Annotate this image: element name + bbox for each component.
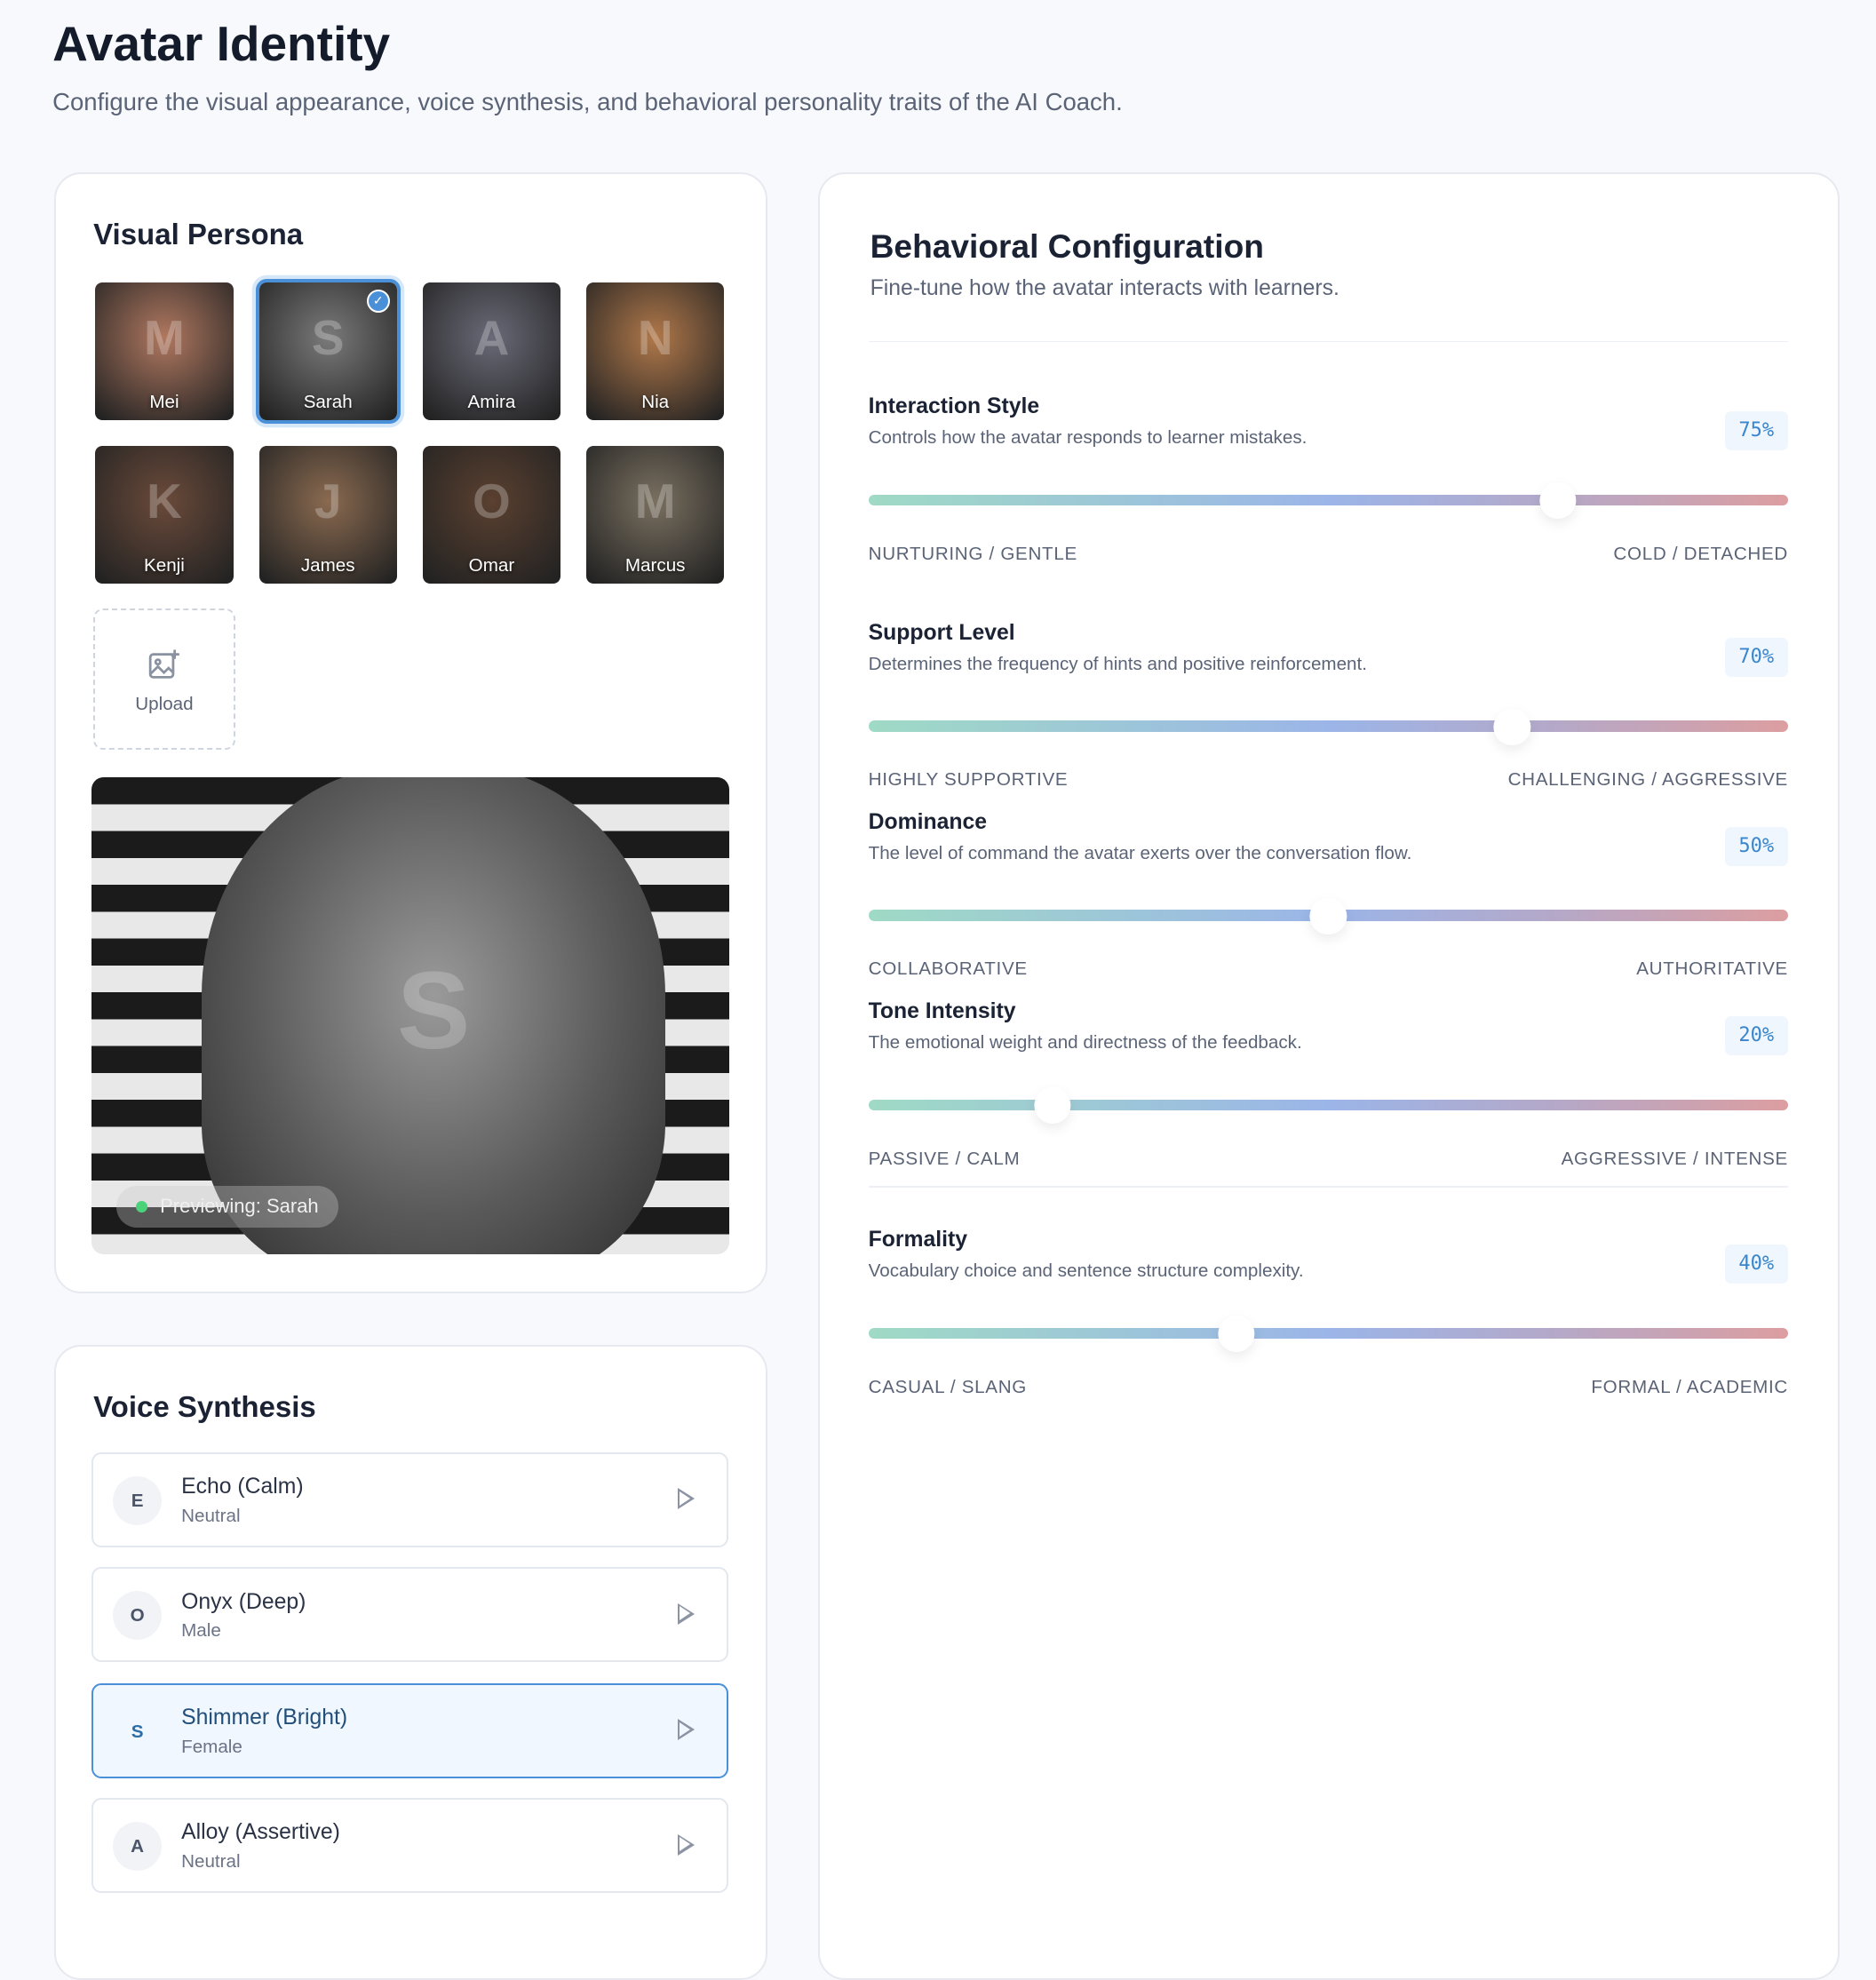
trait-name: Support Level xyxy=(868,620,1015,645)
trait-value-badge: 70% xyxy=(1724,637,1788,677)
voice-type: Female xyxy=(181,1736,242,1757)
preview-image: S xyxy=(201,776,666,1255)
page: Avatar Identity Configure the visual app… xyxy=(52,15,1840,1980)
voice-name: Onyx (Deep) xyxy=(181,1589,306,1614)
avatar-photo: K xyxy=(95,445,234,584)
avatar-photo: J xyxy=(258,445,397,584)
voice-initial-avatar: A xyxy=(113,1821,163,1871)
avatar-name: James xyxy=(300,555,355,576)
trait-value-badge: 40% xyxy=(1724,1244,1788,1284)
trait-slider[interactable] xyxy=(868,1315,1788,1353)
slider-min-label: NURTURING / GENTLE xyxy=(868,543,1077,564)
divider xyxy=(868,1186,1788,1188)
voice-option[interactable]: S Shimmer (Bright) Female xyxy=(91,1682,728,1778)
upload-label: Upload xyxy=(135,693,194,714)
avatar-name: Amira xyxy=(467,391,516,412)
voice-initial-avatar: O xyxy=(113,1590,163,1640)
visual-persona-title: Visual Persona xyxy=(93,218,304,251)
avatar-name: Marcus xyxy=(624,555,686,576)
trait-description: The emotional weight and directness of t… xyxy=(868,1031,1302,1053)
avatar-option-marcus[interactable]: M Marcus xyxy=(586,445,725,584)
slider-min-label: CASUAL / SLANG xyxy=(868,1376,1027,1397)
trait-value-badge: 75% xyxy=(1724,411,1788,451)
slider-max-label: CHALLENGING / AGGRESSIVE xyxy=(1507,769,1788,791)
play-icon[interactable] xyxy=(677,1719,695,1741)
trait-name: Tone Intensity xyxy=(868,998,1016,1023)
slider-max-label: AGGRESSIVE / INTENSE xyxy=(1561,1148,1788,1169)
voice-option[interactable]: O Onyx (Deep) Male xyxy=(91,1567,728,1663)
trait-name: Interaction Style xyxy=(868,394,1040,419)
preview-status-label: Previewing: Sarah xyxy=(160,1195,319,1218)
slider-max-label: COLD / DETACHED xyxy=(1613,543,1788,564)
avatar-preview: S Previewing: Sarah xyxy=(91,776,729,1255)
trait-slider[interactable] xyxy=(868,897,1788,934)
trait-description: The level of command the avatar exerts o… xyxy=(868,842,1412,863)
avatar-photo: O xyxy=(422,445,561,584)
voice-type: Male xyxy=(181,1619,221,1641)
slider-thumb[interactable] xyxy=(1034,1086,1071,1124)
avatar-option-sarah[interactable]: S Sarah ✓ xyxy=(255,278,401,424)
slider-min-label: HIGHLY SUPPORTIVE xyxy=(868,769,1069,791)
live-dot-icon xyxy=(135,1200,148,1213)
voice-synthesis-title: Voice Synthesis xyxy=(93,1390,316,1424)
preview-status-badge: Previewing: Sarah xyxy=(115,1186,338,1228)
avatar-name: Mei xyxy=(149,391,179,412)
slider-thumb[interactable] xyxy=(1218,1315,1255,1353)
voice-type: Neutral xyxy=(181,1505,241,1526)
voice-name: Echo (Calm) xyxy=(181,1475,304,1499)
trait-value-badge: 20% xyxy=(1724,1016,1788,1055)
upload-avatar-button[interactable]: Upload xyxy=(92,608,236,751)
voice-name: Alloy (Assertive) xyxy=(181,1820,340,1845)
play-icon[interactable] xyxy=(677,1488,695,1510)
voice-option[interactable]: A Alloy (Assertive) Neutral xyxy=(91,1798,728,1894)
page-title: Avatar Identity xyxy=(52,15,391,71)
slider-min-label: COLLABORATIVE xyxy=(868,958,1028,980)
play-icon[interactable] xyxy=(677,1602,695,1625)
avatar-name: Nia xyxy=(641,391,670,412)
avatar-photo: M xyxy=(95,282,234,420)
slider-thumb[interactable] xyxy=(1539,482,1577,520)
image-plus-icon xyxy=(149,649,180,679)
voice-option[interactable]: E Echo (Calm) Neutral xyxy=(91,1451,728,1548)
divider xyxy=(868,340,1788,342)
slider-max-label: FORMAL / ACADEMIC xyxy=(1591,1376,1788,1397)
trait-slider[interactable] xyxy=(868,708,1788,745)
slider-max-label: AUTHORITATIVE xyxy=(1636,958,1788,980)
trait-description: Determines the frequency of hints and po… xyxy=(868,653,1367,674)
trait-description: Vocabulary choice and sentence structure… xyxy=(868,1260,1304,1281)
trait-slider[interactable] xyxy=(868,1086,1788,1124)
page-subtitle: Configure the visual appearance, voice s… xyxy=(52,88,1123,115)
avatar-option-amira[interactable]: A Amira xyxy=(422,282,561,420)
avatar-option-nia[interactable]: N Nia xyxy=(586,282,725,420)
avatar-photo: N xyxy=(586,282,725,420)
avatar-photo: M xyxy=(586,445,725,584)
avatar-option-mei[interactable]: M Mei xyxy=(95,282,234,420)
voice-name: Shimmer (Bright) xyxy=(181,1706,348,1730)
behavioral-config-title: Behavioral Configuration xyxy=(870,227,1264,266)
avatar-name: Sarah xyxy=(303,391,353,412)
slider-thumb[interactable] xyxy=(1309,897,1347,934)
play-icon[interactable] xyxy=(677,1833,695,1856)
avatar-option-kenji[interactable]: K Kenji xyxy=(95,445,234,584)
trait-slider[interactable] xyxy=(868,482,1788,520)
avatar-name: Kenji xyxy=(144,555,185,576)
avatar-option-james[interactable]: J James xyxy=(258,445,397,584)
behavioral-config-subtitle: Fine-tune how the avatar interacts with … xyxy=(870,276,1339,301)
voice-initial-avatar: E xyxy=(113,1475,163,1525)
trait-name: Formality xyxy=(868,1227,968,1252)
voice-type: Neutral xyxy=(181,1850,241,1872)
avatar-name: Omar xyxy=(468,555,515,576)
avatar-photo: A xyxy=(422,282,561,420)
slider-thumb[interactable] xyxy=(1493,708,1530,745)
behavioral-config-card: Behavioral Configuration Fine-tune how t… xyxy=(818,171,1840,1980)
trait-value-badge: 50% xyxy=(1724,826,1788,866)
voice-initial-avatar: S xyxy=(131,1721,144,1742)
avatar-option-omar[interactable]: O Omar xyxy=(422,445,561,584)
slider-min-label: PASSIVE / CALM xyxy=(868,1148,1021,1169)
trait-name: Dominance xyxy=(868,809,988,834)
check-circle-icon: ✓ xyxy=(366,289,390,313)
trait-description: Controls how the avatar responds to lear… xyxy=(868,427,1308,449)
